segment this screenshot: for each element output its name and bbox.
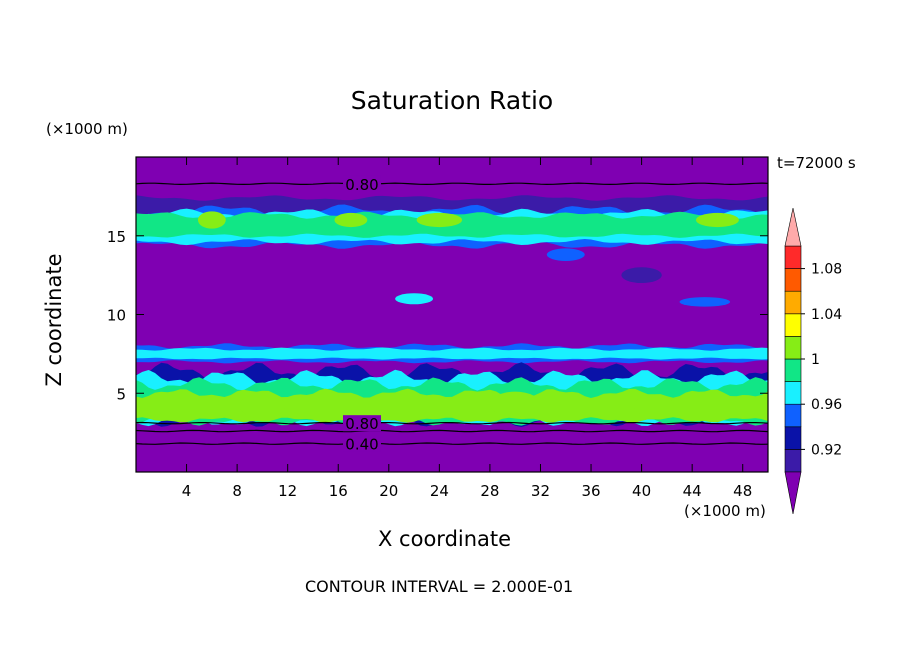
colorbar-label: 1 xyxy=(811,352,820,368)
x-tick-label: 48 xyxy=(733,482,752,500)
cloud-blob xyxy=(634,394,675,417)
contour-label-bg xyxy=(342,435,381,452)
contour-line xyxy=(136,429,768,433)
x-tick-label: 40 xyxy=(632,482,651,500)
cloud-blob xyxy=(489,391,541,417)
colorbar-segment xyxy=(784,245,802,269)
colorbar-segment xyxy=(784,426,802,450)
contour-line xyxy=(136,182,768,186)
cloud-blob xyxy=(416,212,463,228)
colorbar-segment xyxy=(784,449,802,473)
x-tick-label: 36 xyxy=(581,482,600,500)
colorbar-label: 1.08 xyxy=(811,262,842,278)
contour-label: 0.80 xyxy=(345,176,378,194)
y-axis-unit: (×1000 m) xyxy=(46,120,128,138)
cloud-blob xyxy=(695,212,739,228)
x-tick-label: 8 xyxy=(232,482,242,500)
colorbar-segment xyxy=(784,381,802,405)
x-tick-label: 4 xyxy=(182,482,192,500)
x-tick-label: 24 xyxy=(430,482,449,500)
colorbar-top-arrow xyxy=(784,207,802,247)
x-tick-label: 16 xyxy=(329,482,348,500)
x-tick-label: 12 xyxy=(278,482,297,500)
contour-label-bg xyxy=(342,415,381,432)
contour-interval-note: CONTOUR INTERVAL = 2.000E-01 xyxy=(305,577,574,596)
field-band xyxy=(136,347,768,360)
y-tick-label: 5 xyxy=(116,385,126,403)
colorbar-label: 1.04 xyxy=(811,307,842,323)
x-tick-label: 28 xyxy=(480,482,499,500)
colorbar-label: 0.96 xyxy=(811,397,842,413)
x-axis-label: X coordinate xyxy=(378,527,512,551)
cloud-blob xyxy=(621,267,662,283)
colorbar-segment xyxy=(784,290,802,315)
cloud-blob xyxy=(334,212,368,228)
y-tick-label: 15 xyxy=(107,228,126,246)
contour-label: 0.80 xyxy=(345,415,378,433)
contour-line xyxy=(136,442,768,445)
cloud-blob xyxy=(679,297,731,307)
x-tick-label: 32 xyxy=(531,482,550,500)
cloud-blob xyxy=(197,211,226,229)
x-tick-label: 20 xyxy=(379,482,398,500)
plot-area: 0.80 0.80 0.40 xyxy=(136,157,768,472)
colorbar-segment xyxy=(784,336,802,360)
x-tick-label: 44 xyxy=(683,482,702,500)
chart-title: Saturation Ratio xyxy=(350,86,554,115)
colorbar-segment xyxy=(784,268,802,292)
colorbar-label: 0.92 xyxy=(811,442,842,458)
colorbar: 0.92 0.96 1 1.04 1.08 xyxy=(784,207,842,515)
colorbar-segment xyxy=(784,358,802,382)
contour-label-bg xyxy=(342,175,381,192)
cloud-blob xyxy=(395,293,434,305)
y-tick-label: 10 xyxy=(107,307,126,325)
cloud-blob xyxy=(239,393,286,419)
contour-label: 0.40 xyxy=(345,436,378,454)
x-axis-unit: (×1000 m) xyxy=(684,502,766,520)
field-band xyxy=(136,388,768,423)
contour-line xyxy=(136,421,768,425)
time-label: t=72000 s xyxy=(777,154,856,172)
colorbar-bottom-arrow xyxy=(784,471,802,515)
colorbar-segment xyxy=(784,403,802,428)
colorbar-segment xyxy=(784,313,802,337)
cloud-blob xyxy=(546,248,585,261)
